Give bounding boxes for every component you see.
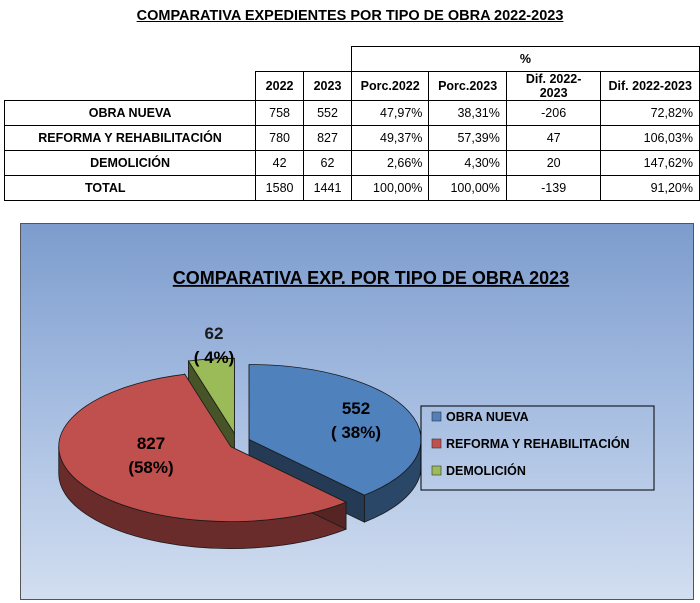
table-row: DEMOLICIÓN 42 62 2,66% 4,30% 20 147,62% bbox=[3, 150, 700, 176]
pie-value-label: 552 bbox=[342, 399, 370, 418]
header-2022: 2022 bbox=[255, 71, 305, 101]
pie-slice bbox=[187, 357, 235, 435]
cell-2023: 62 bbox=[303, 150, 352, 176]
header-porc-2022: Porc.2022 bbox=[350, 71, 430, 101]
pie-3d-group: 552 ( 38%) 827 (58%) 62 ( 4%) bbox=[58, 324, 422, 549]
table-header-row: 2022 2023 Porc.2022 Porc.2023 Dif. 2022-… bbox=[5, 71, 700, 101]
cell-dif-percent: 147,62% bbox=[600, 150, 700, 176]
chart-title: COMPARATIVA EXP. POR TIPO DE OBRA 2023 bbox=[173, 268, 569, 288]
cell-dif: 20 bbox=[505, 150, 602, 176]
header-dif: Dif. 2022-2023 bbox=[505, 71, 602, 101]
table-row: OBRA NUEVA 758 552 47,97% 38,31% -206 72… bbox=[3, 100, 700, 126]
row-label: DEMOLICIÓN bbox=[3, 150, 257, 176]
cell-porc-2023: 57,39% bbox=[428, 125, 507, 151]
table-blank-cell bbox=[5, 47, 352, 72]
table-row: REFORMA Y REHABILITACIÓN 780 827 49,37% … bbox=[3, 125, 700, 151]
cell-porc-2023: 38,31% bbox=[428, 100, 507, 126]
pie-value-label: 62 bbox=[205, 324, 224, 343]
legend-swatch bbox=[431, 438, 442, 449]
cell-dif-percent: 72,82% bbox=[600, 100, 700, 126]
legend-swatch bbox=[431, 465, 442, 476]
table-blank-cell bbox=[5, 72, 256, 101]
header-porc-2023: Porc.2023 bbox=[428, 71, 507, 101]
percent-group-header: % bbox=[350, 46, 700, 72]
pie-percent-label: (58%) bbox=[128, 458, 173, 477]
cell-2023: 552 bbox=[303, 100, 352, 126]
cell-dif-percent: 106,03% bbox=[600, 125, 700, 151]
pie-chart-panel: COMPARATIVA EXP. POR TIPO DE OBRA 2023 5… bbox=[20, 223, 694, 600]
cell-2022: 42 bbox=[255, 150, 305, 176]
cell-porc-2023: 4,30% bbox=[428, 150, 507, 176]
table-total-row: TOTAL 1580 1441 100,00% 100,00% -139 91,… bbox=[3, 175, 700, 201]
pie-slice bbox=[58, 373, 348, 522]
cell-porc-2022: 49,37% bbox=[350, 125, 430, 151]
row-label: REFORMA Y REHABILITACIÓN bbox=[3, 125, 257, 151]
header-dif-percent: Dif. 2022-2023 bbox=[600, 71, 700, 101]
cell-2022: 1580 bbox=[255, 175, 305, 201]
pie-value-label: 827 bbox=[137, 434, 165, 453]
cell-dif: -139 bbox=[505, 175, 602, 201]
pie-percent-label: ( 4%) bbox=[194, 348, 235, 367]
cell-2023: 827 bbox=[303, 125, 352, 151]
cell-2023: 1441 bbox=[303, 175, 352, 201]
cell-porc-2022: 2,66% bbox=[350, 150, 430, 176]
pie-chart: COMPARATIVA EXP. POR TIPO DE OBRA 2023 5… bbox=[58, 268, 655, 549]
cell-porc-2023: 100,00% bbox=[428, 175, 507, 201]
stats-table: % 2022 2023 Porc.2022 Porc.2023 Dif. 202… bbox=[3, 46, 700, 201]
header-2023: 2023 bbox=[303, 71, 352, 101]
cell-porc-2022: 47,97% bbox=[350, 100, 430, 126]
legend-swatch bbox=[431, 411, 442, 422]
table-group-header-row: % bbox=[5, 46, 700, 72]
cell-dif: -206 bbox=[505, 100, 602, 126]
cell-porc-2022: 100,00% bbox=[350, 175, 430, 201]
legend-frame bbox=[420, 405, 655, 491]
chart-legend: OBRA NUEVA REFORMA Y REHABILITACIÓN DEMOLI… bbox=[420, 405, 655, 491]
pie-percent-label: ( 38%) bbox=[331, 423, 381, 442]
cell-dif-percent: 91,20% bbox=[600, 175, 700, 201]
legend-entry: REFORMA Y REHABILITACIÓN bbox=[446, 436, 630, 451]
row-label: OBRA NUEVA bbox=[3, 100, 257, 126]
page-title: COMPARATIVA EXPEDIENTES POR TIPO DE OBRA… bbox=[136, 8, 564, 24]
row-label: TOTAL bbox=[3, 175, 257, 201]
cell-dif: 47 bbox=[505, 125, 602, 151]
pie-slice bbox=[248, 364, 422, 496]
cell-2022: 780 bbox=[255, 125, 305, 151]
cell-2022: 758 bbox=[255, 100, 305, 126]
legend-entry: OBRA NUEVA bbox=[446, 410, 529, 424]
legend-entry: DEMOLICIÓN bbox=[446, 463, 526, 478]
